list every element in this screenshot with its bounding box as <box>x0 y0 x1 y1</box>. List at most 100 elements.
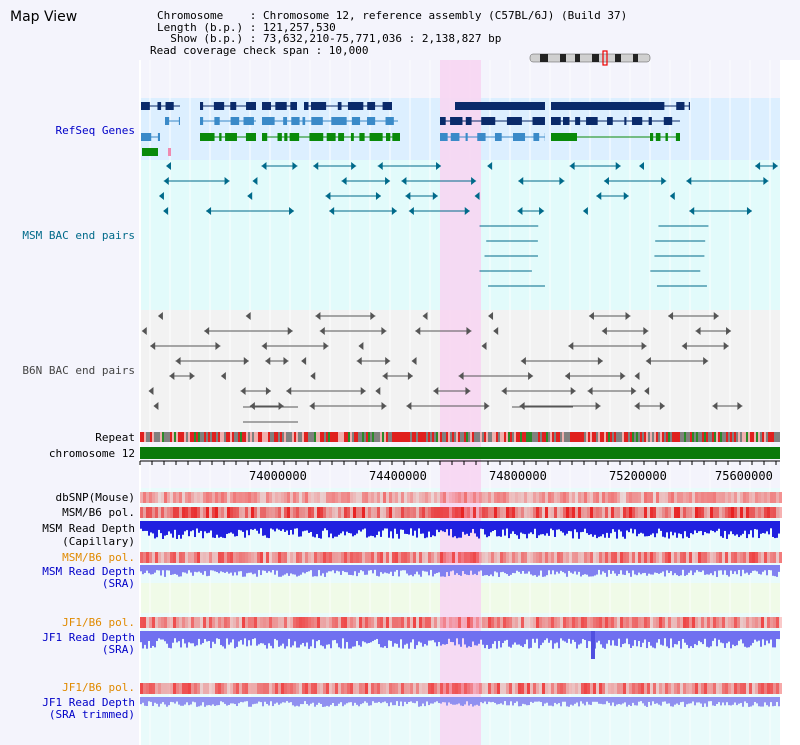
show-range-info: Show (b.p.) : 73,632,210-75,771,036 : 2,… <box>157 32 502 45</box>
depth-bar <box>716 697 718 704</box>
track-label-jf1-depth-sra[interactable]: JF1 Read Depth <box>42 631 135 644</box>
track-label-repeat[interactable]: Repeat <box>95 431 135 444</box>
depth-bar <box>202 521 204 539</box>
heat-cell <box>662 617 665 628</box>
depth-bar <box>182 697 184 706</box>
heat-cell <box>482 552 485 563</box>
heat-cell <box>221 492 224 503</box>
heat-cell <box>395 492 398 503</box>
bac-end-marker <box>588 312 594 320</box>
track-label-dbsnp[interactable]: dbSNP(Mouse) <box>55 491 135 504</box>
bac-end-marker <box>436 162 442 170</box>
depth-bar <box>730 631 732 649</box>
depth-bar <box>644 521 646 537</box>
repeat-segment <box>696 432 698 442</box>
depth-bar <box>370 631 372 643</box>
heat-cell <box>575 492 578 503</box>
heat-cell <box>731 617 734 628</box>
heat-cell <box>461 552 464 563</box>
heat-cell <box>773 617 776 628</box>
heat-cell <box>533 683 536 694</box>
heat-cell <box>446 683 449 694</box>
heat-cell <box>278 683 281 694</box>
depth-bar <box>356 697 358 705</box>
depth-bar <box>414 697 416 704</box>
track-label-msm-b6-pol-2[interactable]: MSM/B6 pol. <box>62 551 135 564</box>
depth-bar <box>524 565 526 574</box>
repeat-segment <box>214 432 216 442</box>
repeat-segment <box>626 432 628 442</box>
track-label-refseq[interactable]: RefSeq Genes <box>55 124 135 137</box>
depth-bar <box>614 631 616 646</box>
depth-bar <box>196 697 198 707</box>
heat-cell <box>212 683 215 694</box>
track-label-chromosome[interactable]: chromosome 12 <box>48 447 135 460</box>
depth-bar <box>440 521 442 531</box>
heat-cell <box>590 492 593 503</box>
depth-bar <box>568 521 570 531</box>
depth-bar <box>604 631 606 649</box>
depth-bar <box>278 631 280 647</box>
depth-bar <box>260 697 262 703</box>
track-label-jf1-b6-pol[interactable]: JF1/B6 pol. <box>62 616 135 629</box>
depth-bar <box>338 697 340 704</box>
heat-cell <box>773 552 776 563</box>
track-label-jf1-depth-trim[interactable]: JF1 Read Depth <box>42 696 135 709</box>
heat-cell <box>569 683 572 694</box>
depth-bar <box>486 565 488 576</box>
heat-cell <box>305 492 308 503</box>
gene-exon <box>243 117 254 125</box>
depth-bar <box>632 565 634 571</box>
depth-bar <box>284 697 286 703</box>
depth-bar <box>416 521 418 538</box>
heat-cell <box>770 492 773 503</box>
repeat-segment <box>386 432 388 442</box>
depth-bar <box>774 521 776 539</box>
track-label-msm-b6-pol[interactable]: MSM/B6 pol. <box>62 506 135 519</box>
depth-bar <box>260 565 262 576</box>
heat-cell <box>692 507 695 518</box>
heat-cell <box>257 507 260 518</box>
track-label-jf1-b6-pol-2[interactable]: JF1/B6 pol. <box>62 681 135 694</box>
depth-bar <box>332 631 334 641</box>
repeat-segment <box>470 432 472 442</box>
depth-bar <box>396 631 398 644</box>
depth-bar <box>670 521 672 532</box>
heat-cell <box>197 683 200 694</box>
heat-cell <box>254 683 257 694</box>
heat-cell <box>263 617 266 628</box>
depth-bar <box>454 697 456 705</box>
depth-bar <box>434 521 436 537</box>
depth-bar <box>540 631 542 646</box>
heat-cell <box>647 617 650 628</box>
heat-cell <box>413 683 416 694</box>
heat-cell <box>614 552 617 563</box>
track-label-b6n-bac[interactable]: B6N BAC end pairs <box>22 364 135 377</box>
heat-cell <box>443 552 446 563</box>
track-label-msm-depth-sra[interactable]: MSM Read Depth <box>42 565 135 578</box>
depth-bar <box>158 565 160 571</box>
heat-cell <box>671 552 674 563</box>
repeat-segment <box>438 432 440 442</box>
heat-cell <box>440 683 443 694</box>
depth-bar <box>286 521 288 531</box>
depth-bar <box>190 521 192 532</box>
repeat-segment <box>714 432 716 442</box>
depth-bar <box>168 631 170 648</box>
depth-bar <box>612 697 614 703</box>
depth-bar <box>142 697 144 703</box>
depth-bar <box>544 521 546 536</box>
heat-cell <box>656 507 659 518</box>
heat-cell <box>605 507 608 518</box>
track-label-msm-bac[interactable]: MSM BAC end pairs <box>22 229 135 242</box>
depth-bar <box>756 631 758 642</box>
bac-end-marker <box>408 207 414 215</box>
track-label-msm-depth-cap[interactable]: MSM Read Depth <box>42 522 135 535</box>
depth-bar <box>714 565 716 572</box>
depth-bar <box>316 521 318 535</box>
depth-bar <box>612 631 614 641</box>
heat-cell <box>149 617 152 628</box>
heat-cell <box>620 683 623 694</box>
depth-bar <box>530 697 532 702</box>
depth-bar <box>324 521 326 529</box>
